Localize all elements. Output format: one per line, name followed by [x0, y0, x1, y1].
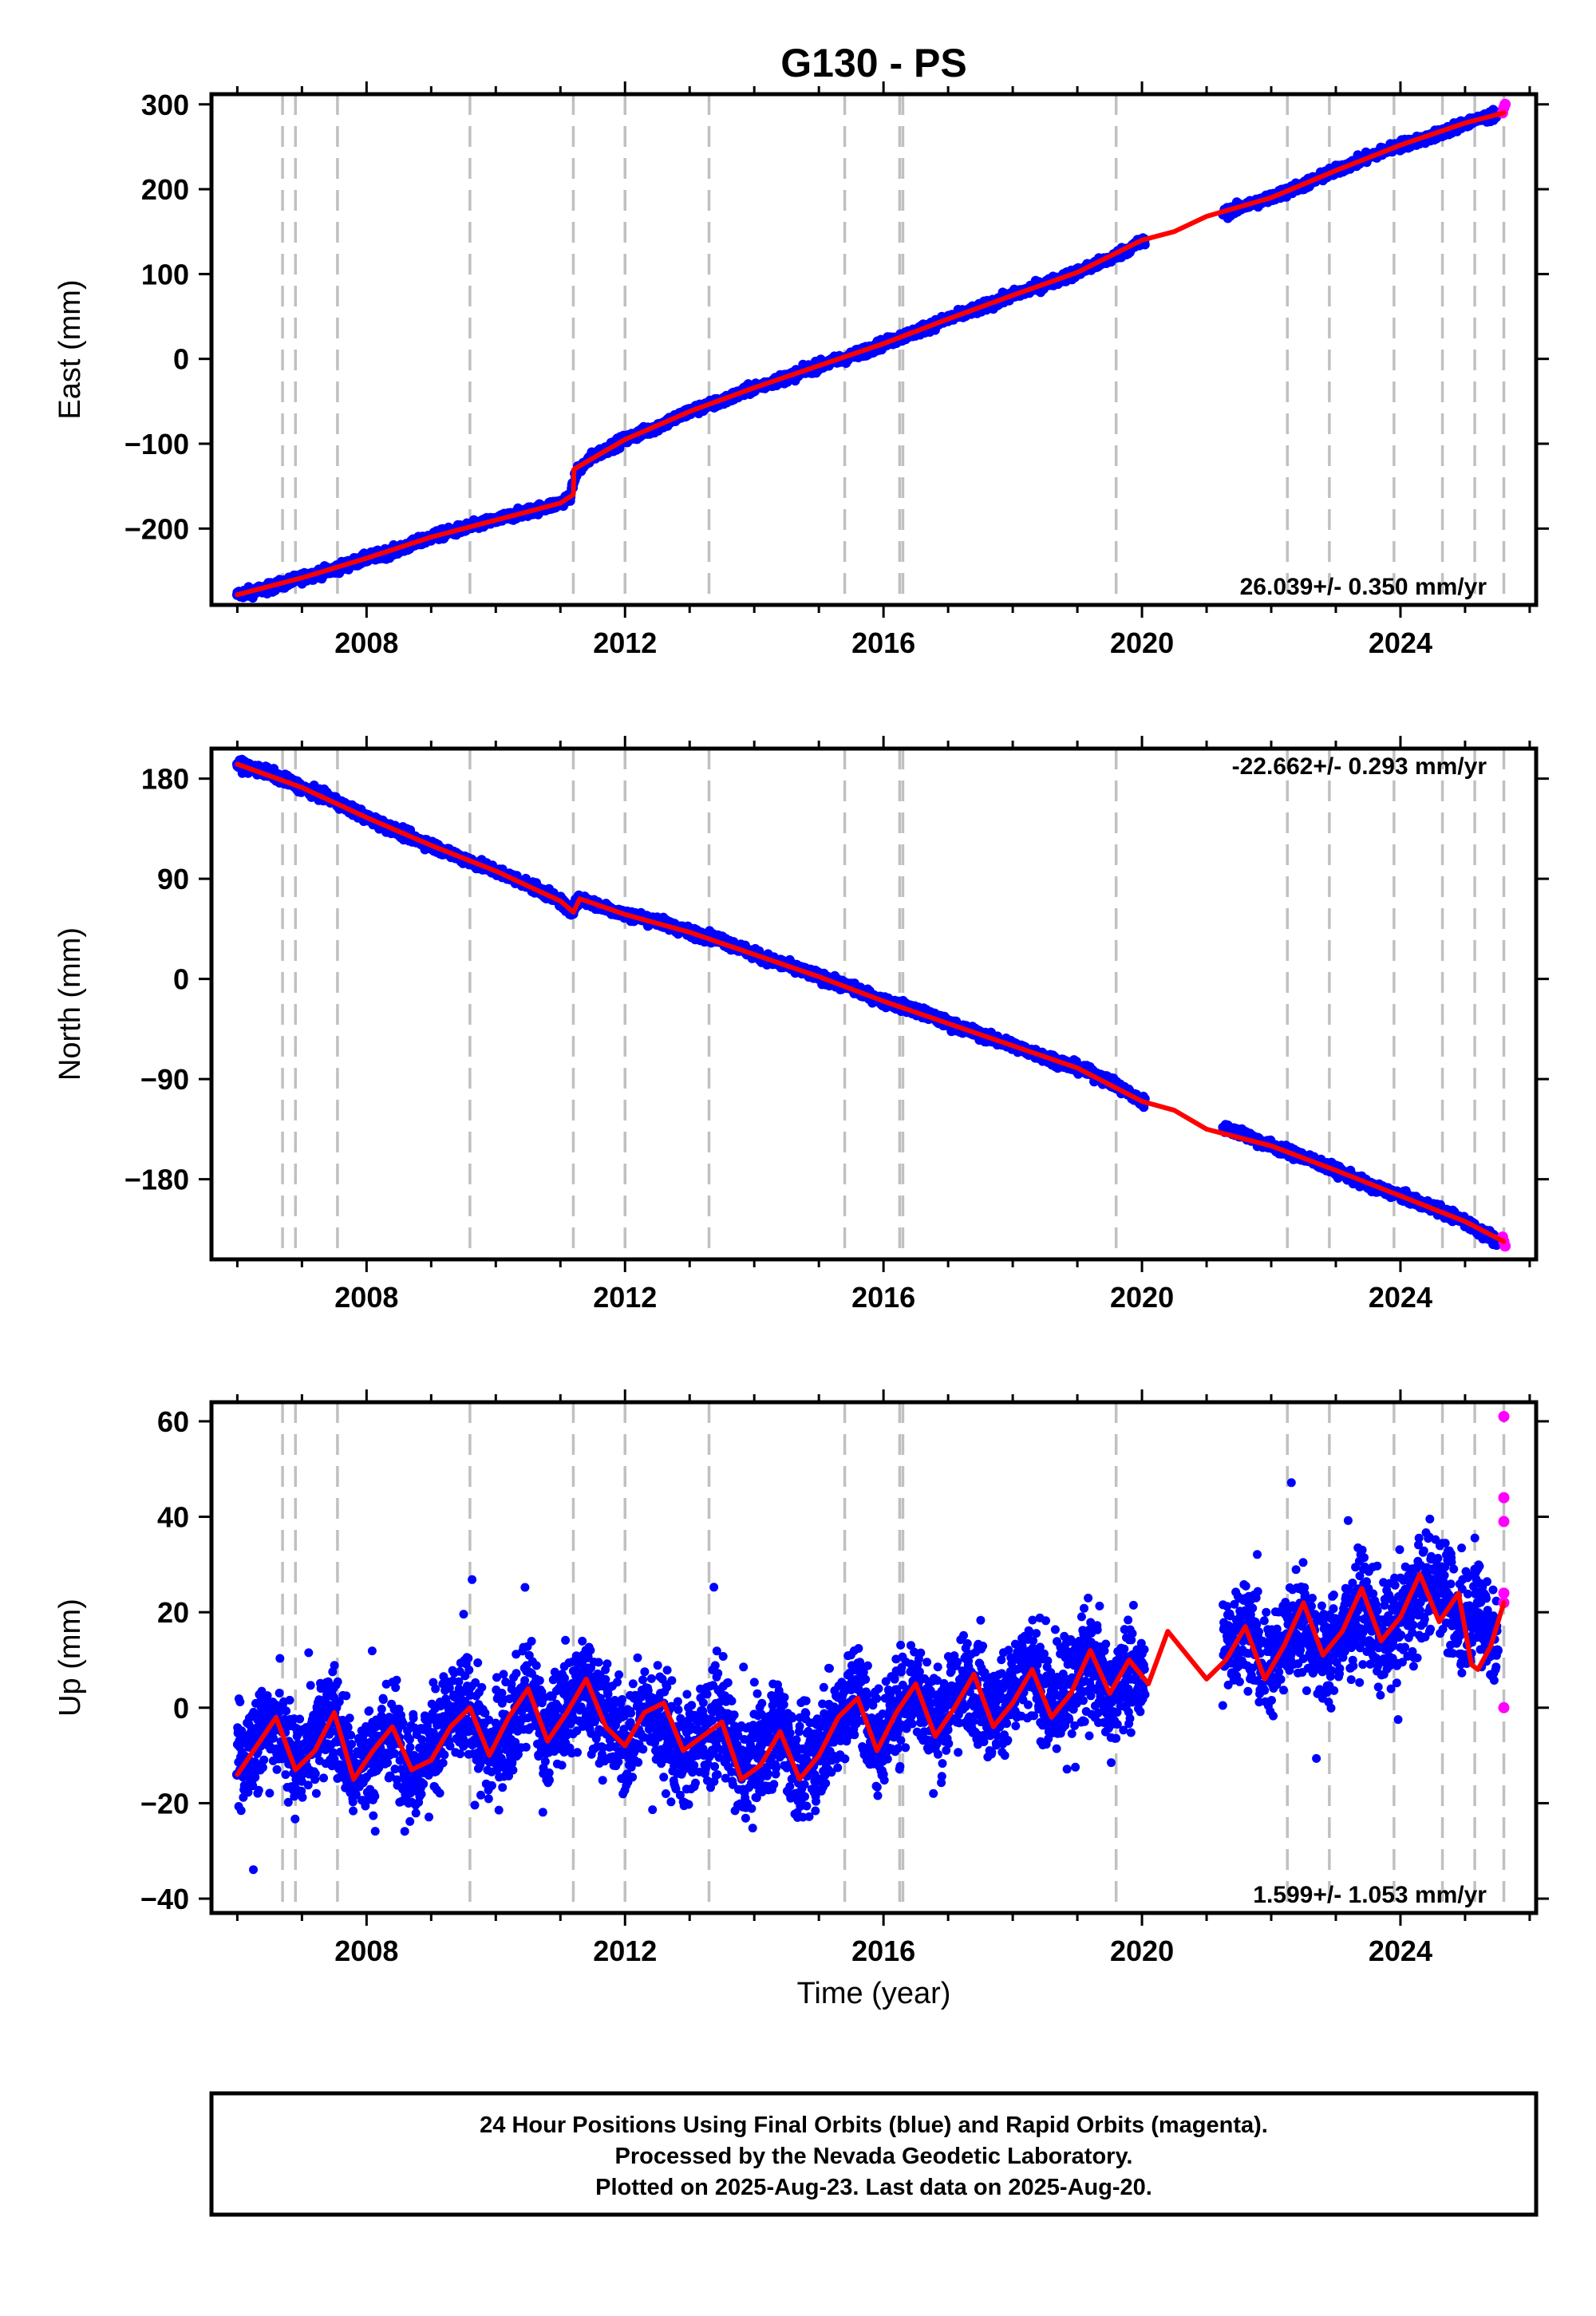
up-xtick-label-0: 2008 [334, 1935, 398, 1967]
up-final-point-27 [755, 1741, 766, 1752]
east-rate-label: 26.039+/- 0.350 mm/yr [1240, 574, 1487, 600]
east-model-line [235, 110, 1507, 598]
up-rapid-point-3 [1498, 1587, 1510, 1599]
north-ytick-label-3: 90 [157, 863, 189, 895]
east-ytick-label-0: −200 [124, 512, 189, 545]
up-xtick-label-2: 2016 [851, 1935, 915, 1967]
up-final-point-4 [310, 1731, 321, 1742]
x-axis-label: Time (year) [797, 1977, 951, 2010]
up-final-point-61 [1472, 1597, 1483, 1608]
north-panel: 2008 2012 2016 2020 2024 −180 −90 0 90 180 North (… [53, 736, 1549, 1314]
up-final-point-53 [1317, 1654, 1329, 1666]
footer-line-3: Plotted on 2025-Aug-23. Last data on 202… [595, 2175, 1152, 2200]
up-xtick-label-3: 2020 [1110, 1935, 1174, 1967]
east-daily-positions-texture [232, 105, 1502, 603]
east-ytick-label-3: 100 [141, 258, 189, 290]
up-rapid-point-2 [1498, 1516, 1510, 1528]
footer-line-2: Processed by the Nevada Geodetic Laborat… [615, 2144, 1133, 2169]
north-rate-label: -22.662+/- 0.293 mm/yr [1232, 753, 1487, 780]
north-plot-area [231, 749, 1511, 1259]
up-ytick-label-4: 40 [157, 1501, 189, 1534]
up-axis-label: Up (mm) [53, 1599, 87, 1717]
up-ytick-label-0: −40 [140, 1883, 189, 1915]
north-xtick-label-1: 2012 [593, 1281, 657, 1314]
up-xtick-label-1: 2012 [593, 1935, 657, 1967]
north-ytick-label-1: −90 [140, 1063, 189, 1096]
up-ytick-label-1: −20 [140, 1787, 189, 1820]
up-final-point-11 [445, 1712, 456, 1723]
up-final-point-23 [678, 1755, 689, 1766]
east-plot-area [231, 94, 1511, 605]
north-xtick-label-4: 2024 [1369, 1281, 1432, 1314]
up-ytick-label-3: 20 [157, 1596, 189, 1629]
up-rapid-point-1 [1498, 1492, 1510, 1504]
east-xtick-label-1: 2012 [593, 626, 657, 659]
up-frame [209, 1400, 1539, 1915]
east-xtick-label-3: 2020 [1110, 626, 1174, 659]
up-final-point-45 [1104, 1693, 1116, 1704]
north-xtick-label-3: 2020 [1110, 1281, 1174, 1314]
figure-title: G130 - PS [780, 41, 966, 85]
up-final-point-28 [775, 1717, 786, 1728]
north-daily-positions-texture [232, 754, 1502, 1251]
east-frame [209, 92, 1539, 607]
east-axis-label: East (mm) [53, 279, 87, 419]
north-ytick-label-0: −180 [124, 1164, 189, 1196]
up-plot-area [231, 1402, 1510, 1913]
east-ytick-label-4: 200 [141, 173, 189, 206]
up-ytick-label-5: 60 [157, 1405, 189, 1438]
north-model-line [235, 761, 1507, 1244]
up-daily-positions-texture [232, 1478, 1502, 1875]
footer-box: 24 Hour Positions Using Final Orbits (bl… [209, 2091, 1539, 2217]
up-panel: 2008 2012 2016 2020 2024 −40 −20 0 20 40 60 Up (mm)… [53, 1389, 1549, 1967]
up-final-point-62 [1491, 1645, 1503, 1656]
up-final-point-32 [852, 1683, 863, 1694]
east-ytick-label-5: 300 [141, 89, 189, 121]
east-panel: 2008 2012 2016 2020 2024 −200 −100 0 100 200 300 Ea… [53, 81, 1549, 659]
east-xtick-label-2: 2016 [851, 626, 915, 659]
up-final-point-25 [717, 1712, 728, 1723]
up-rapid-point-0 [1498, 1410, 1510, 1422]
up-ytick-label-2: 0 [173, 1692, 189, 1725]
up-final-point-10 [425, 1741, 437, 1752]
east-ytick-label-2: 0 [173, 343, 189, 376]
footer-line-1: 24 Hour Positions Using Final Orbits (bl… [480, 2112, 1268, 2138]
up-final-point-49 [1240, 1616, 1251, 1627]
north-ytick-label-2: 0 [173, 963, 189, 996]
east-ytick-label-1: −100 [124, 428, 189, 460]
north-axis-label: North (mm) [53, 927, 87, 1081]
up-final-point-59 [1434, 1568, 1445, 1579]
east-rapid-point-2 [1499, 98, 1511, 110]
up-final-point-40 [1007, 1683, 1018, 1694]
east-xtick-label-4: 2024 [1369, 626, 1432, 659]
up-final-point-58 [1414, 1587, 1425, 1599]
north-frame [209, 746, 1539, 1262]
east-xtick-label-0: 2008 [334, 626, 398, 659]
north-ytick-label-4: 180 [141, 763, 189, 796]
up-xtick-label-4: 2024 [1369, 1935, 1432, 1967]
up-rate-label: 1.599+/- 1.053 mm/yr [1253, 1882, 1487, 1908]
north-xtick-label-2: 2016 [851, 1281, 915, 1314]
up-rapid-point-5 [1498, 1701, 1510, 1713]
up-model-line [235, 1571, 1507, 1782]
north-xtick-label-0: 2008 [334, 1281, 398, 1314]
up-final-point-22 [658, 1721, 670, 1733]
